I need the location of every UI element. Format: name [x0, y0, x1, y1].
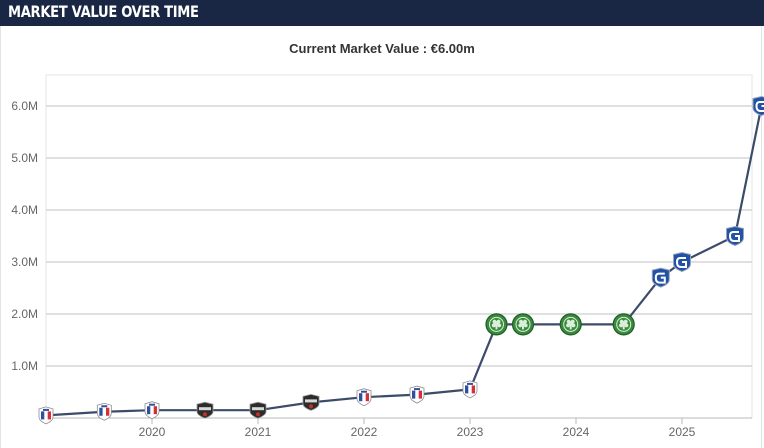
- y-tick-label: 1.0M: [11, 359, 38, 373]
- data-point: [726, 225, 744, 247]
- data-point: [196, 401, 214, 419]
- x-tick-label: 2023: [457, 425, 484, 439]
- data-point: [511, 313, 535, 336]
- data-point: [752, 95, 764, 117]
- crest-stripe: [465, 385, 469, 394]
- crest-dot: [309, 404, 313, 409]
- y-tick-label: 4.0M: [11, 203, 38, 217]
- club-crest-icon: [96, 402, 112, 421]
- crest-band: [149, 403, 155, 406]
- crest-letter-g: [728, 231, 740, 242]
- y-tick-label: 6.0M: [11, 99, 38, 113]
- data-point: [249, 401, 267, 419]
- club-crest-icon: [144, 401, 160, 420]
- data-point: [651, 267, 670, 288]
- y-tick-label: 2.0M: [11, 307, 38, 321]
- crest-ring: [515, 316, 531, 332]
- data-point: [356, 388, 372, 407]
- crest-stripe: [412, 390, 416, 399]
- data-point: [673, 251, 691, 273]
- data-point: [38, 406, 54, 425]
- data-point: [144, 401, 160, 420]
- data-point: [302, 393, 320, 411]
- crest-stripe: [41, 411, 45, 420]
- crest-band: [305, 399, 317, 403]
- chart-title: Current Market Value : €6.00m: [289, 41, 475, 56]
- crest-ring: [616, 316, 632, 332]
- crest-band: [43, 408, 49, 411]
- crest-stripe: [359, 393, 363, 402]
- crest-dot: [203, 412, 207, 417]
- data-point: [462, 380, 478, 399]
- crest-stripe: [99, 407, 103, 416]
- data-point: [409, 385, 425, 404]
- clover-icon: [618, 319, 629, 330]
- crest-letter-g: [675, 257, 687, 268]
- grid-lines: [45, 74, 753, 419]
- y-tick-label: 5.0M: [11, 151, 38, 165]
- crest-letter-g: [654, 272, 666, 284]
- y-tick-label: 3.0M: [11, 255, 38, 269]
- axes: 1.0M 2.0M 3.0M 4.0M 5.0M 6.0M 2020 2021 2022 2023…: [11, 99, 752, 439]
- chart-panel: [0, 26, 762, 448]
- crest-stripe: [147, 406, 151, 415]
- x-tick-label: 2024: [563, 425, 590, 439]
- data-point: [559, 313, 582, 336]
- crest-dot: [256, 412, 260, 417]
- crest-stripe: [365, 393, 369, 402]
- crest-band: [361, 390, 367, 393]
- club-crest-icon: [356, 388, 372, 407]
- crest-stripe: [47, 411, 51, 420]
- clover-icon: [565, 319, 576, 330]
- data-point: [485, 313, 508, 336]
- crest-band: [199, 407, 211, 411]
- crest-ring: [563, 316, 579, 332]
- clover-icon: [491, 319, 502, 330]
- data-points: [38, 95, 764, 425]
- crest-band: [414, 388, 420, 391]
- crest-band: [101, 405, 108, 408]
- data-point: [96, 402, 112, 421]
- club-crest-icon: [462, 380, 478, 399]
- clover-icon: [518, 319, 528, 330]
- crest-band: [252, 407, 264, 411]
- section-header: MARKET VALUE OVER TIME: [0, 0, 764, 26]
- x-tick-label: 2021: [245, 425, 272, 439]
- crest-ring: [489, 316, 504, 332]
- crest-stripe: [471, 385, 475, 394]
- crest-stripe: [153, 406, 157, 415]
- crest-stripe: [106, 407, 110, 416]
- club-crest-icon: [409, 385, 425, 404]
- crest-band: [467, 382, 473, 385]
- data-point: [612, 313, 635, 336]
- section-title: MARKET VALUE OVER TIME: [8, 2, 199, 21]
- crest-letter-g: [755, 101, 764, 112]
- crest-stripe: [418, 390, 422, 399]
- x-tick-label: 2022: [351, 425, 378, 439]
- x-tick-label: 2025: [669, 425, 696, 439]
- x-tick-label: 2020: [139, 425, 166, 439]
- club-crest-icon: [38, 406, 54, 425]
